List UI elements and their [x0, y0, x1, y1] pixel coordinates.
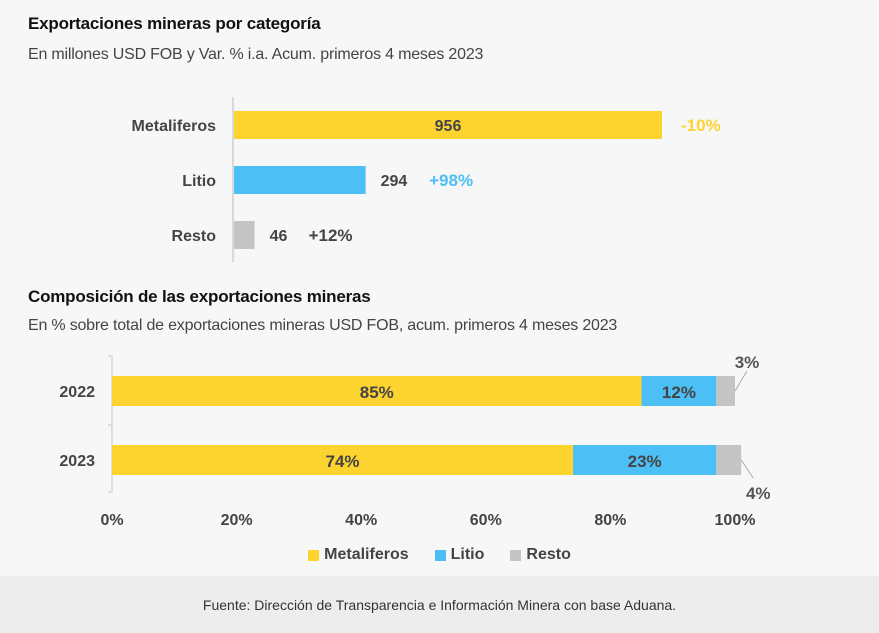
- legend-item-metaliferos: Metaliferos: [308, 546, 409, 564]
- bar-litio: [234, 166, 366, 194]
- legend-swatch-resto: [510, 549, 522, 561]
- legend-swatch-litio: [434, 549, 446, 561]
- chart2-axis-line: [108, 355, 113, 493]
- category-label: 2022: [59, 384, 95, 401]
- variation-label: +12%: [309, 226, 353, 245]
- source-footer: Fuente: Dirección de Transparencia e Inf…: [0, 576, 879, 633]
- legend-item-resto: Resto: [510, 546, 571, 564]
- chart1-title: Exportaciones mineras por categoría: [28, 14, 321, 33]
- x-tick-label: 40%: [345, 512, 377, 529]
- value-label: 294: [381, 173, 408, 190]
- legend-label: Resto: [526, 546, 571, 563]
- segment-label: 3%: [735, 353, 760, 372]
- segment-label: 4%: [746, 484, 771, 503]
- bar-metaliferos: [234, 111, 662, 139]
- source-text: Fuente: Dirección de Transparencia e Inf…: [202, 596, 677, 613]
- value-label: 956: [435, 118, 462, 135]
- category-label: 2023: [59, 453, 95, 470]
- legend-swatch-metaliferos: [308, 549, 320, 561]
- chart1-plot: Metaliferos 956 -10% Litio 294 +98% Resto 46 +12…: [132, 97, 721, 262]
- legend-item-litio: Litio: [434, 546, 485, 564]
- x-tick-label: 20%: [221, 512, 253, 529]
- category-label: Litio: [182, 173, 216, 190]
- x-tick-label: 100%: [715, 512, 756, 529]
- value-label: 46: [270, 228, 288, 245]
- chart2-subtitle: En % sobre total de exportaciones minera…: [28, 317, 618, 334]
- x-tick-label: 60%: [470, 512, 502, 529]
- chart2-legend: Metaliferos Litio Resto: [0, 546, 879, 564]
- bar-resto: [234, 221, 255, 249]
- x-tick-label: 0%: [100, 512, 123, 529]
- category-label: Resto: [172, 228, 217, 245]
- segment-label: 12%: [662, 383, 696, 402]
- category-label: Metaliferos: [132, 118, 217, 135]
- bar-segment-metaliferos: [112, 376, 642, 406]
- legend-label: Litio: [450, 546, 485, 563]
- variation-label: +98%: [429, 171, 473, 190]
- chart1-subtitle: En millones USD FOB y Var. % i.a. Acum. …: [28, 46, 484, 63]
- leader-line: [734, 370, 748, 392]
- bar-segment-metaliferos: [112, 445, 574, 475]
- chart2-title: Composición de las exportaciones mineras: [28, 287, 371, 306]
- bar-segment-resto: [716, 445, 742, 475]
- legend-label: Metaliferos: [324, 546, 409, 563]
- segment-label: 74%: [325, 452, 359, 471]
- leader-line: [740, 459, 754, 479]
- bar-segment-resto: [716, 376, 735, 406]
- segment-label: 85%: [360, 383, 394, 402]
- chart2-plot: 2022 85% 12% 3% 2023 74% 23% 4% 0% 20% 40% 60% 80% 10…: [59, 353, 771, 529]
- variation-label: -10%: [681, 116, 721, 135]
- bar-segment-litio: [573, 445, 717, 475]
- x-tick-label: 80%: [594, 512, 626, 529]
- segment-label: 23%: [628, 452, 662, 471]
- bar-segment-litio: [641, 376, 717, 406]
